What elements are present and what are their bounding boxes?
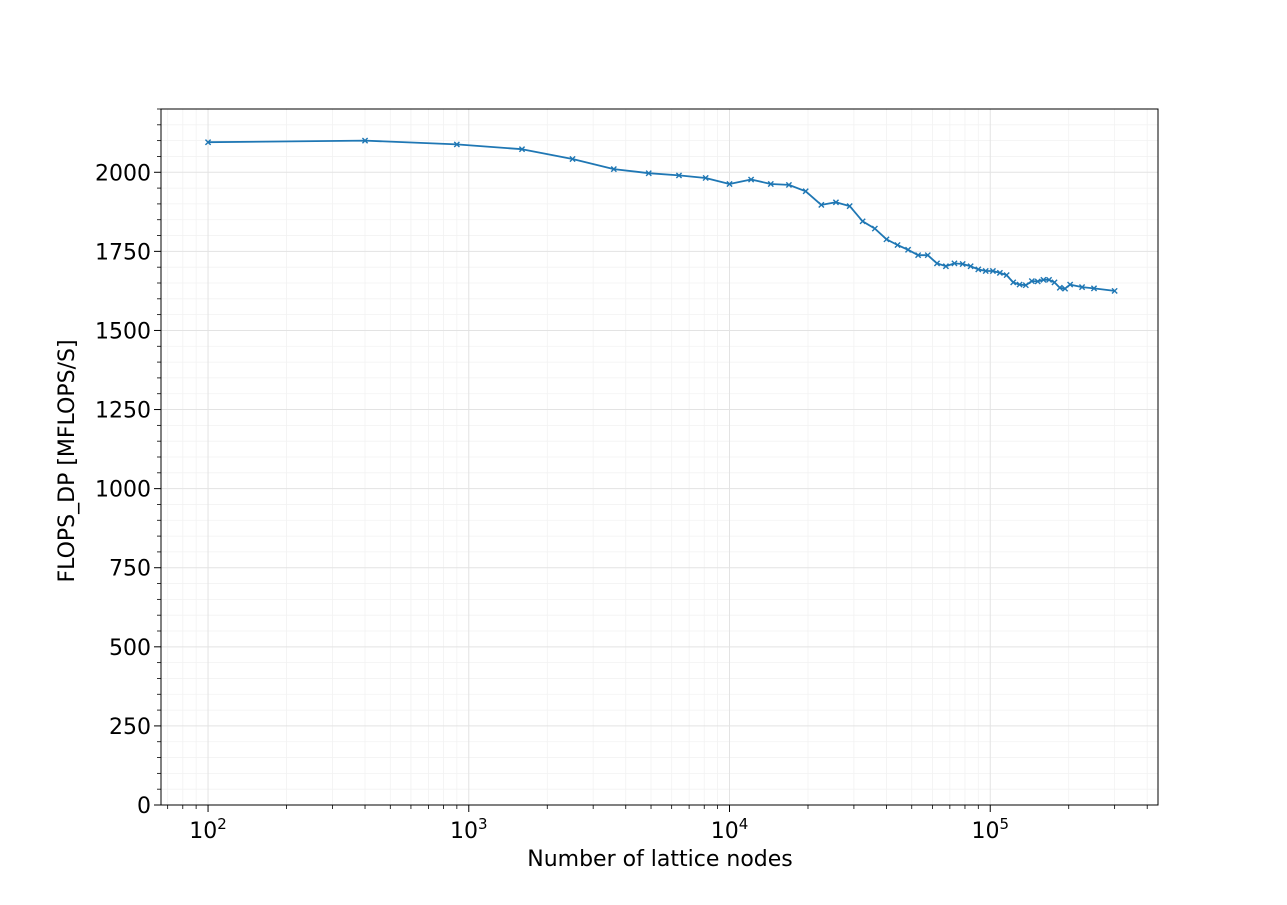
x-tick-labels: 102 103 104 105 [189,815,1009,844]
data-point-marker [785,181,793,189]
y-tick-label: 0 [137,794,151,819]
data-point-marker [726,180,733,188]
data-point-marker [675,172,683,179]
data-point-marker [1010,279,1017,286]
data-point-marker [1051,279,1058,286]
data-point-marker [361,137,369,144]
data-point-marker [975,266,982,273]
data-point-marker [959,260,966,268]
data-point-marker [832,199,840,206]
data-point-marker [915,252,922,259]
y-tick-label: 1250 [95,399,151,424]
x-tick-label: 103 [450,815,488,844]
data-point-marker [883,236,890,243]
data-point-marker [982,267,989,275]
data-point-marker [1078,284,1086,291]
data-point-marker [871,225,878,232]
data-point-marker [1061,285,1069,292]
data-point-marker [1034,278,1041,285]
data-point-marker [747,176,755,183]
data-point-marker [818,201,825,208]
data-point-marker [1045,276,1053,283]
y-tick-label: 1500 [95,319,151,344]
data-point-marker [610,166,617,173]
data-point-marker [933,260,941,267]
data-point-marker [924,252,931,259]
data-point-marker [894,241,901,249]
major-grid [161,109,1158,806]
data-point-marker [1056,284,1063,291]
data-point-marker [1016,281,1023,288]
data-point-marker [989,267,997,275]
y-axis-label: FLOPS_DP [MFLOPS/S] [55,339,80,582]
y-tick-label: 500 [109,636,151,661]
data-point-marker [1067,281,1074,288]
data-point-marker [1111,287,1118,295]
data-point-marker [1022,282,1029,289]
data-point-marker [951,260,958,267]
data-point-marker [645,170,652,177]
data-point-marker [967,263,974,270]
y-tick-label: 750 [109,557,151,582]
data-point-marker [1003,271,1010,279]
data-point-marker [996,269,1003,276]
data-point-marker [1090,285,1098,292]
axis-ticks [154,108,1148,812]
x-tick-label: 105 [971,815,1009,844]
data-point-marker [859,218,866,225]
y-tick-label: 1000 [95,478,151,503]
data-point-marker [942,263,949,270]
data-point-marker [569,155,576,163]
data-point-marker [204,139,212,146]
data-point-marker [1040,276,1047,283]
data-point-marker [453,141,460,148]
data-point-marker [1028,278,1035,285]
data-point-marker [518,146,526,153]
series-group [204,137,1118,295]
data-point-marker [802,188,809,195]
data-point-marker [702,174,709,182]
y-tick-label: 250 [109,715,151,740]
data-point-marker [846,203,853,210]
x-tick-label: 104 [711,815,749,844]
y-tick-labels: 0 250 500 750 1000 1250 1500 1750 2000 [95,161,151,819]
data-point-marker [767,180,774,188]
x-tick-label: 102 [189,815,227,844]
y-tick-label: 2000 [95,161,151,186]
x-axis-label: Number of lattice nodes [527,847,793,872]
data-point-marker [904,246,912,253]
minor-grid [161,108,1158,805]
y-tick-label: 1750 [95,240,151,265]
